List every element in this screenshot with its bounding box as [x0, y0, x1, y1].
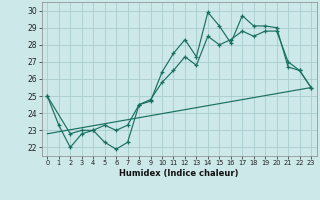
- X-axis label: Humidex (Indice chaleur): Humidex (Indice chaleur): [119, 169, 239, 178]
